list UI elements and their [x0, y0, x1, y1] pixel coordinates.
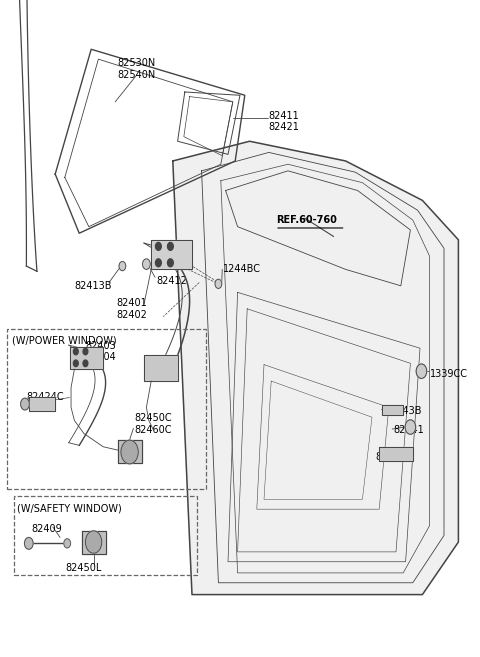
Circle shape	[121, 440, 138, 464]
Text: 82450C
82460C: 82450C 82460C	[134, 413, 172, 434]
Text: (W/SAFETY WINDOW): (W/SAFETY WINDOW)	[17, 504, 121, 514]
Circle shape	[85, 531, 102, 553]
Text: 82630: 82630	[376, 451, 407, 462]
Text: 82412: 82412	[156, 275, 187, 286]
Circle shape	[156, 259, 161, 267]
Circle shape	[168, 259, 173, 267]
Polygon shape	[382, 405, 403, 415]
Circle shape	[64, 539, 71, 548]
Circle shape	[83, 348, 88, 355]
Polygon shape	[118, 440, 142, 463]
Text: 82530N
82540N: 82530N 82540N	[118, 58, 156, 79]
Circle shape	[143, 259, 150, 269]
Circle shape	[215, 279, 222, 288]
Polygon shape	[82, 531, 106, 554]
Text: 82411
82421: 82411 82421	[269, 111, 300, 132]
Circle shape	[156, 242, 161, 250]
Circle shape	[119, 261, 126, 271]
Polygon shape	[144, 355, 178, 381]
Text: 82450L: 82450L	[66, 562, 102, 573]
Circle shape	[24, 537, 33, 549]
Text: 82641: 82641	[394, 425, 424, 436]
Text: 1244BC: 1244BC	[223, 264, 261, 275]
Text: 82413B: 82413B	[75, 281, 112, 291]
Circle shape	[168, 242, 173, 250]
Bar	[14, 496, 197, 575]
Bar	[7, 328, 206, 489]
Polygon shape	[151, 240, 192, 269]
Polygon shape	[173, 141, 458, 595]
Text: 1339CC: 1339CC	[430, 369, 468, 380]
Circle shape	[73, 360, 78, 367]
Text: 82409: 82409	[31, 524, 62, 534]
Circle shape	[416, 364, 427, 378]
Text: REF.60-760: REF.60-760	[276, 215, 337, 225]
Polygon shape	[70, 347, 103, 369]
Circle shape	[73, 348, 78, 355]
Text: 82643B: 82643B	[384, 405, 421, 416]
Circle shape	[83, 360, 88, 367]
Circle shape	[21, 398, 29, 410]
Text: 82401
82402: 82401 82402	[117, 298, 147, 319]
Text: 82424C: 82424C	[26, 392, 64, 403]
Polygon shape	[379, 447, 413, 461]
Polygon shape	[29, 397, 55, 411]
Text: 82403
82404: 82403 82404	[85, 341, 116, 362]
Circle shape	[405, 420, 416, 434]
Text: (W/POWER WINDOW): (W/POWER WINDOW)	[12, 335, 117, 345]
